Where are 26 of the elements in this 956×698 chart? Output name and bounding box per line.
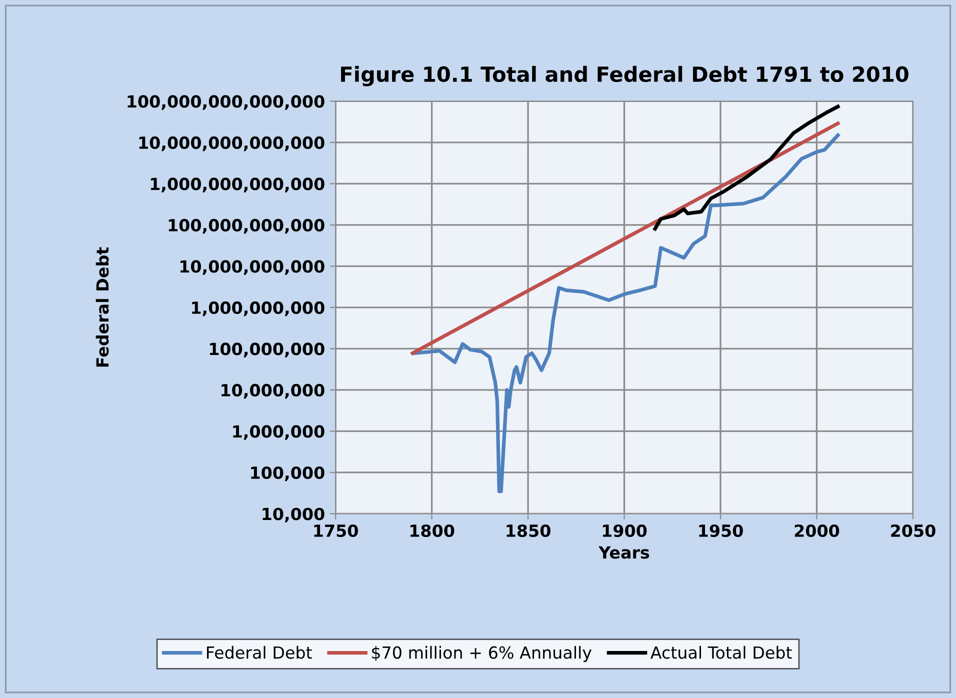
y-tick-label: 10,000,000,000 [180,260,324,275]
chart-title: Figure 10.1 Total and Federal Debt 1791 to 2010 [341,66,908,86]
x-axis-title: Years [598,546,650,559]
x-tick-label: 2050 [891,524,936,538]
x-tick-label: 1850 [506,524,550,538]
y-tick-label: 10,000,000 [222,384,324,399]
legend-label: Federal Debt [207,646,312,659]
y-tick-label: 10,000 [262,508,324,522]
line-series [653,104,840,231]
y-tick-label: 100,000,000 [210,342,324,358]
legend-label: $70 million + 6% Annually [372,646,592,662]
x-tick-label: 1900 [602,524,647,538]
y-axis-title: Federal Debt [96,247,109,367]
y-tick-label: 1,000,000,000 [192,301,324,316]
legend-label: Actual Total Debt [650,646,792,659]
y-tick-label: 100,000,000,000,000 [128,95,324,110]
x-tick-label: 1750 [314,524,358,538]
y-tick-label: 1,000,000,000,000 [150,178,324,192]
y-tick-label: 100,000,000,000 [168,218,324,234]
x-tick-label: 2000 [794,524,840,538]
x-tick-label: 1800 [410,524,454,538]
y-tick-label: 10,000,000,000,000 [139,136,324,152]
line-series [412,133,840,494]
x-tick-label: 1950 [699,524,743,538]
y-tick-label: 100,000 [251,466,324,482]
y-tick-label: 1,000,000 [233,425,324,440]
